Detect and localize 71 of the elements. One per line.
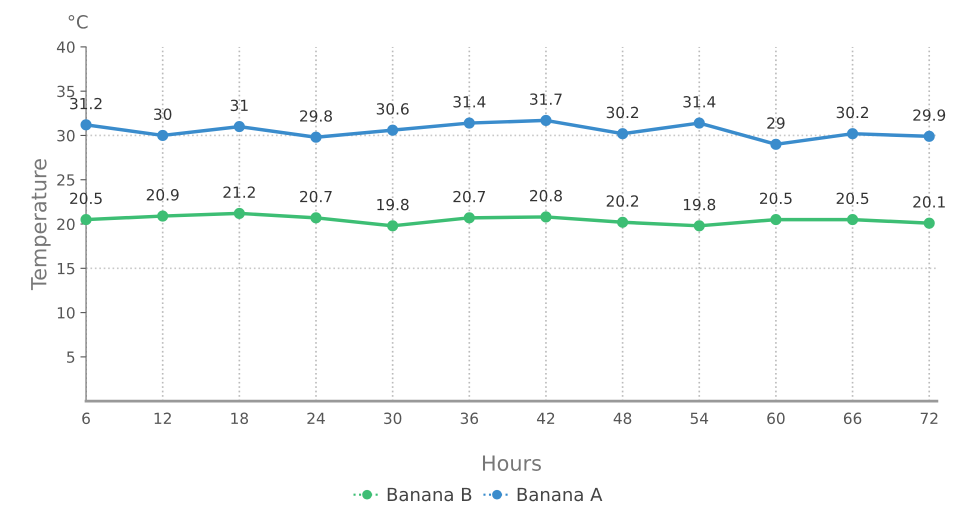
legend-label: Banana B bbox=[388, 488, 472, 502]
point bbox=[387, 220, 398, 232]
point bbox=[387, 124, 398, 136]
legend-label: Banana A bbox=[518, 488, 602, 502]
point bbox=[80, 119, 92, 130]
point bbox=[617, 128, 628, 140]
y-axis-title: Temperature bbox=[31, 159, 51, 290]
data-label: 21.2 bbox=[223, 186, 255, 198]
y-tick-label: 15 bbox=[58, 262, 74, 274]
point bbox=[234, 208, 245, 219]
data-label: 20.9 bbox=[146, 189, 179, 201]
point bbox=[80, 214, 92, 226]
data-label: 20.7 bbox=[453, 190, 486, 202]
point bbox=[694, 118, 705, 129]
x-tick-label: 42 bbox=[536, 412, 554, 424]
data-label: 20.8 bbox=[530, 190, 562, 202]
x-tick-label: 24 bbox=[307, 412, 325, 424]
data-label: 20.1 bbox=[913, 196, 945, 208]
point bbox=[924, 130, 935, 142]
data-label: 20.5 bbox=[836, 192, 868, 204]
x-tick-label: 48 bbox=[614, 412, 632, 424]
x-tick-label: 54 bbox=[690, 412, 708, 424]
point bbox=[157, 210, 168, 222]
y-tick-label: 5 bbox=[67, 352, 74, 363]
point bbox=[617, 216, 628, 228]
data-label: 30 bbox=[154, 108, 172, 120]
point bbox=[310, 212, 322, 224]
point bbox=[924, 218, 935, 229]
data-label: 30.6 bbox=[376, 103, 409, 115]
data-label: 20.5 bbox=[760, 192, 792, 204]
x-tick-label: 36 bbox=[460, 412, 478, 424]
data-label: 29.8 bbox=[300, 110, 332, 122]
data-label: 31 bbox=[230, 100, 248, 112]
data-label: 20.7 bbox=[300, 190, 332, 202]
point bbox=[464, 212, 475, 224]
text: °C bbox=[68, 15, 88, 29]
point bbox=[770, 138, 782, 150]
data-label: 31.4 bbox=[453, 96, 486, 108]
data-label: 20.2 bbox=[606, 195, 638, 207]
data-label: 31.4 bbox=[683, 96, 716, 108]
y-tick-label: 25 bbox=[57, 174, 74, 186]
y-tick-label: 10 bbox=[58, 307, 75, 319]
point bbox=[310, 132, 322, 143]
y-tick-label: 35 bbox=[57, 86, 74, 98]
x-tick-label: 30 bbox=[384, 412, 402, 424]
data-label: 30.2 bbox=[606, 106, 638, 118]
x-tick-label: 6 bbox=[82, 412, 90, 424]
data-label: 31.7 bbox=[530, 93, 562, 105]
data-label: 29.9 bbox=[913, 109, 946, 121]
y-tick-label: 20 bbox=[57, 218, 75, 230]
x-tick-label: 66 bbox=[844, 412, 862, 424]
point bbox=[540, 114, 552, 126]
y-tick-label: 40 bbox=[56, 41, 75, 53]
point bbox=[694, 220, 705, 232]
y-tick-label: 30 bbox=[57, 130, 75, 142]
x-axis-title: Hours bbox=[482, 455, 541, 471]
point bbox=[157, 130, 168, 142]
x-tick-label: 60 bbox=[767, 412, 785, 424]
data-label: 30.2 bbox=[836, 106, 868, 118]
x-tick-label: 12 bbox=[154, 412, 171, 424]
data-label: 19.8 bbox=[377, 198, 409, 210]
data-label: 29 bbox=[767, 117, 785, 129]
x-tick-label: 18 bbox=[231, 412, 248, 424]
point bbox=[847, 128, 858, 140]
x-tick-label: 72 bbox=[920, 412, 938, 424]
point bbox=[540, 211, 552, 222]
data-label: 19.8 bbox=[684, 198, 716, 210]
point bbox=[770, 214, 782, 226]
point bbox=[234, 121, 245, 132]
point bbox=[464, 118, 475, 129]
point bbox=[847, 214, 858, 226]
